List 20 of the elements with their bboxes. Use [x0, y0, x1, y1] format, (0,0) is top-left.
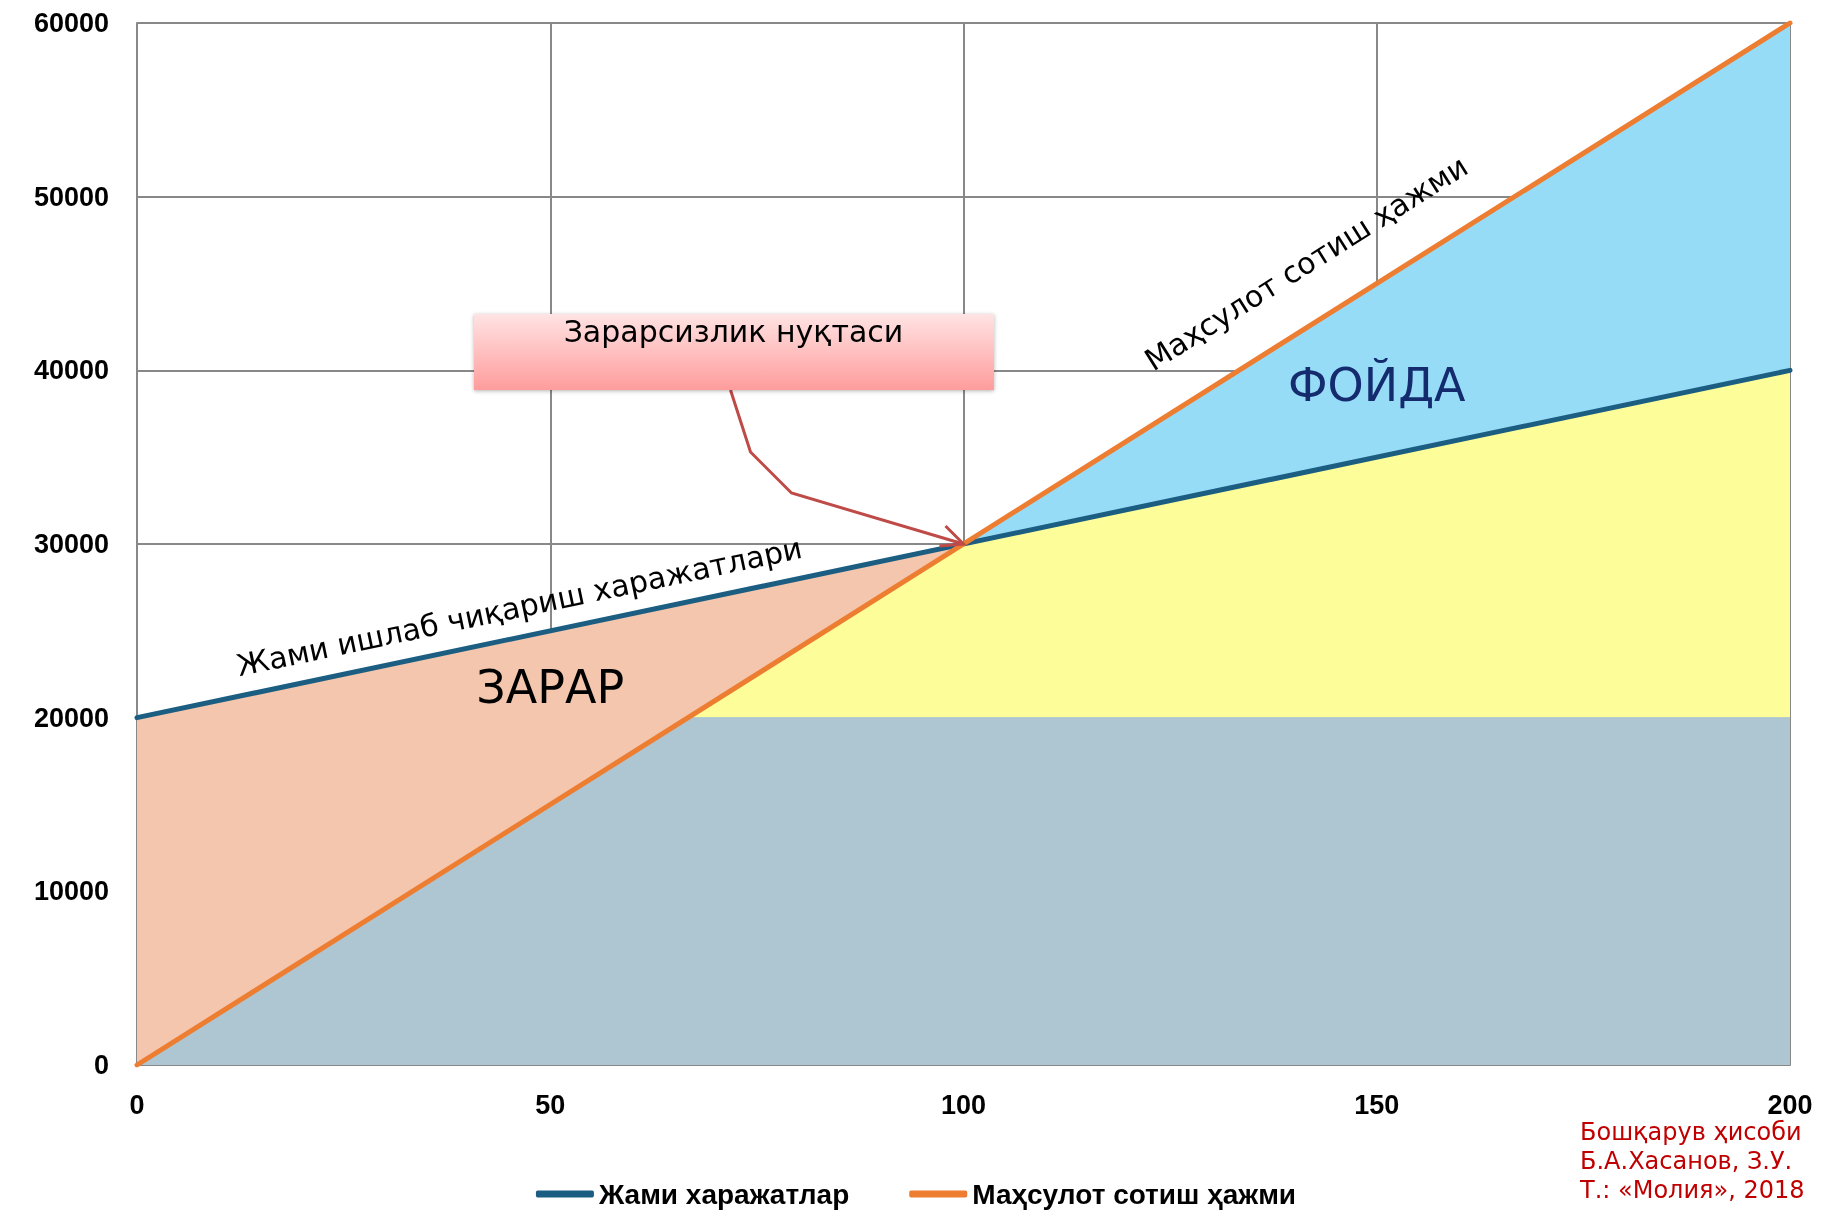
x-tick-label: 100: [940, 1089, 987, 1120]
text: Б.А.Хасанов, З.У.: [1580, 1147, 1794, 1176]
y-tick-label: 10000: [33, 876, 109, 907]
legend-label: Жами харажатлар: [597, 1178, 850, 1210]
legend-label: Маҳсулот сотиш ҳажми: [972, 1178, 1297, 1210]
y-tick-label: 40000: [33, 355, 109, 386]
series-label: ФОЙДА: [1287, 358, 1467, 413]
x-tick-label: 150: [1354, 1089, 1400, 1120]
text: Т.: «Молия», 2018: [1580, 1176, 1805, 1205]
y-tick-label: 30000: [33, 529, 109, 559]
x-tick-label: 0: [129, 1089, 145, 1120]
text: Бошқарув ҳисоби: [1580, 1118, 1803, 1147]
y-tick-label: 60000: [33, 8, 109, 38]
y-tick-label: 50000: [33, 181, 109, 212]
y-tick-label: 0: [93, 1050, 109, 1080]
series-label: ЗАРАР: [476, 660, 625, 715]
x-tick-label: 200: [1767, 1089, 1813, 1120]
label-box: Зарарсизлик нуқтаси: [473, 314, 994, 390]
y-tick-label: 20000: [33, 702, 109, 733]
x-tick-label: 50: [535, 1089, 566, 1120]
